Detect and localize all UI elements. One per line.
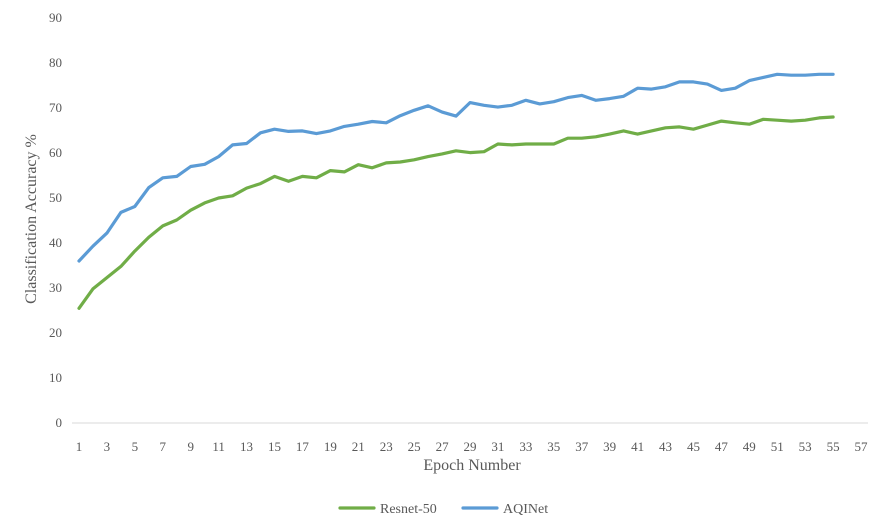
- series-line-resnet-50: [77, 115, 835, 310]
- y-tick-label: 70: [49, 100, 62, 115]
- x-tick-label: 45: [687, 439, 700, 454]
- y-tick-label: 90: [49, 10, 62, 25]
- x-tick-label: 51: [771, 439, 784, 454]
- x-tick-label: 3: [104, 439, 111, 454]
- x-tick-label: 19: [324, 439, 337, 454]
- x-tick-label: 33: [519, 439, 532, 454]
- x-tick-label: 7: [160, 439, 167, 454]
- x-tick-label: 9: [187, 439, 194, 454]
- y-axis-title: Classification Accuracy %: [23, 134, 40, 304]
- x-tick-label: 41: [631, 439, 644, 454]
- x-tick-label: 5: [132, 439, 139, 454]
- y-tick-label: 30: [49, 280, 62, 295]
- x-tick-label: 13: [240, 439, 253, 454]
- legend: Resnet-50 AQINet: [338, 502, 548, 517]
- series-line-aqinet: [77, 72, 835, 263]
- x-tick-label: 1: [76, 439, 83, 454]
- x-tick-label: 17: [296, 439, 310, 454]
- x-tick-label: 25: [408, 439, 421, 454]
- y-tick-label: 40: [49, 235, 62, 250]
- x-tick-label: 49: [743, 439, 756, 454]
- x-tick-label: 29: [464, 439, 477, 454]
- x-tick-label: 39: [603, 439, 616, 454]
- x-tick-label: 21: [352, 439, 365, 454]
- x-tick-label: 27: [436, 439, 450, 454]
- x-tick-label: 43: [659, 439, 672, 454]
- y-tick-label: 60: [49, 145, 62, 160]
- x-tick-label: 23: [380, 439, 393, 454]
- x-tick-label: 31: [491, 439, 504, 454]
- legend-label: AQINet: [503, 502, 548, 517]
- x-tick-label: 55: [827, 439, 840, 454]
- legend-label: Resnet-50: [380, 502, 437, 517]
- x-tick-label: 35: [547, 439, 560, 454]
- x-tick-label: 53: [799, 439, 812, 454]
- x-axis-ticks: 1 3 5 7 9 11 13 15 17 19 21 23 25 27 29 31 33 35 37 39 41 43 4…: [76, 439, 868, 454]
- y-tick-label: 20: [49, 325, 62, 340]
- x-tick-label: 37: [575, 439, 589, 454]
- x-axis-title: Epoch Number: [423, 457, 521, 474]
- x-tick-label: 15: [268, 439, 281, 454]
- y-axis-ticks: 0 10 20 30 40 50 60 70 80 90: [49, 10, 62, 430]
- x-tick-label: 11: [212, 439, 225, 454]
- y-tick-label: 10: [49, 370, 62, 385]
- x-tick-label: 57: [855, 439, 869, 454]
- y-tick-label: 0: [56, 415, 63, 430]
- y-tick-label: 80: [49, 55, 62, 70]
- y-tick-label: 50: [49, 190, 62, 205]
- x-tick-label: 47: [715, 439, 729, 454]
- series-lines: [77, 72, 835, 310]
